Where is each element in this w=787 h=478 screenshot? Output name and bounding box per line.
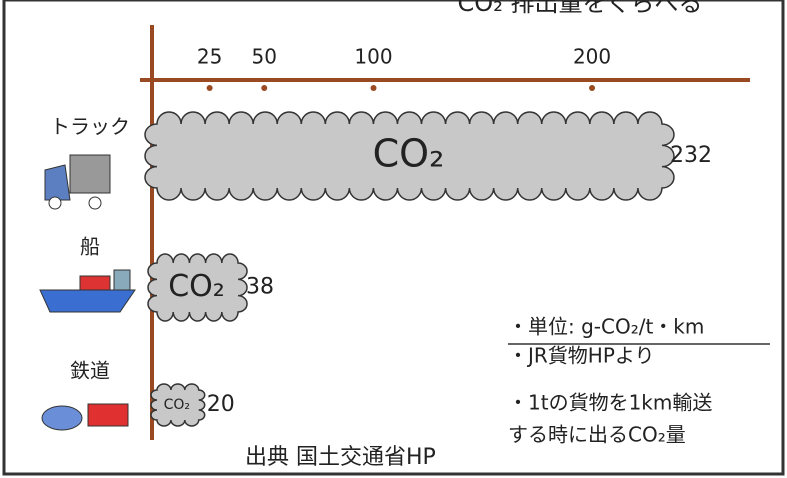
chart-title: CO₂ 排出量をくらべる xyxy=(458,0,703,17)
tick-mark xyxy=(589,85,596,91)
bar-label: CO₂ xyxy=(168,269,225,304)
bar-label: CO₂ xyxy=(164,397,190,413)
ship-icon xyxy=(39,269,136,313)
category-label: 船 xyxy=(80,235,100,259)
bar xyxy=(150,383,206,427)
category-label: 鉄道 xyxy=(70,359,110,383)
tick-mark xyxy=(206,85,213,91)
truck-icon xyxy=(44,154,111,210)
x-tick-label: 200 xyxy=(573,45,611,69)
note: する時に出るCO₂量 xyxy=(508,423,686,447)
bar xyxy=(144,111,675,201)
value-label: 232 xyxy=(670,143,712,168)
note: ・単位: g-CO₂/t・km xyxy=(508,315,704,339)
train-icon xyxy=(41,403,129,431)
value-label: 20 xyxy=(207,392,235,417)
x-tick-label: 25 xyxy=(197,45,222,69)
bar xyxy=(147,253,248,322)
note: ・1tの貨物を1km輸送 xyxy=(508,391,712,415)
note: ・JR貨物HPより xyxy=(508,344,655,368)
x-tick-label: 100 xyxy=(354,45,392,69)
source: 出典 国土交通省HP xyxy=(245,445,436,470)
category-label: トラック xyxy=(50,115,130,139)
bar-label: CO₂ xyxy=(373,132,445,176)
x-tick-label: 50 xyxy=(252,45,277,69)
tick-mark xyxy=(370,85,377,91)
tick-mark xyxy=(261,85,268,91)
value-label: 38 xyxy=(246,275,274,300)
